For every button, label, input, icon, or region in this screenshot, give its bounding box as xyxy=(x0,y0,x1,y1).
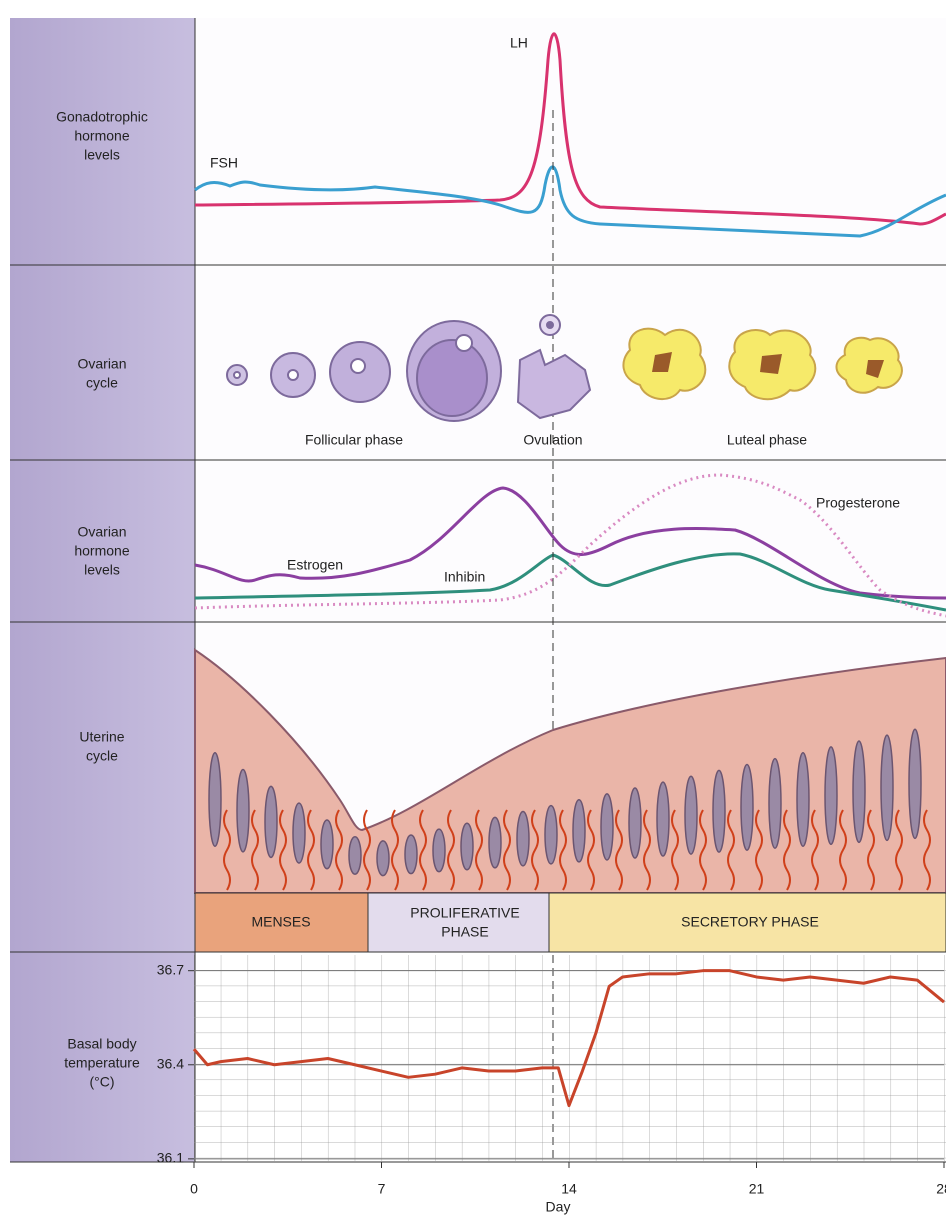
panel-label: levels xyxy=(84,147,120,163)
page: Gonadotrophic hormone levels LH FSH Ovar… xyxy=(0,0,946,1218)
panel-label: cycle xyxy=(86,375,118,391)
y-axis-label: (°C) xyxy=(89,1074,114,1090)
gland xyxy=(265,786,277,857)
corpus-luteum xyxy=(623,329,902,400)
label-column xyxy=(10,18,195,1162)
y-axis-label: temperature xyxy=(64,1055,140,1071)
panel-label: hormone xyxy=(74,128,129,144)
minor-grid xyxy=(194,955,946,1162)
x-tick-label: 21 xyxy=(749,1181,765,1197)
gland xyxy=(545,806,557,864)
phase-label: Follicular phase xyxy=(305,432,403,448)
estrogen-label: Estrogen xyxy=(287,557,343,573)
panel-label: Uterine xyxy=(79,729,124,745)
x-tick-label: 14 xyxy=(561,1181,577,1197)
phase-band-label: PROLIFERATIVE xyxy=(410,905,519,921)
figure: Gonadotrophic hormone levels LH FSH Ovar… xyxy=(0,0,946,1218)
lh-label: LH xyxy=(510,35,528,51)
gland xyxy=(377,841,389,876)
gland xyxy=(909,729,921,838)
panel-label: Ovarian xyxy=(77,524,126,540)
inhibin-label: Inhibin xyxy=(444,569,485,585)
panel-label: levels xyxy=(84,562,120,578)
x-tick-label: 7 xyxy=(378,1181,386,1197)
phase-band-label: SECRETORY PHASE xyxy=(681,914,819,930)
panel-label: cycle xyxy=(86,748,118,764)
x-tick-label: 0 xyxy=(190,1181,198,1197)
gland xyxy=(405,835,417,874)
gland xyxy=(713,770,725,852)
y-tick-label: 36.7 xyxy=(157,961,184,977)
progesterone-label: Progesterone xyxy=(816,495,900,511)
y-axis-label: Basal body xyxy=(67,1036,136,1052)
gland xyxy=(433,829,445,872)
gland xyxy=(517,812,529,866)
phase-band-label: PHASE xyxy=(441,924,488,940)
gland xyxy=(489,817,501,867)
x-axis-label: Day xyxy=(546,1199,571,1215)
gland xyxy=(237,770,249,852)
y-tick-label: 36.1 xyxy=(157,1150,184,1166)
gland xyxy=(629,788,641,858)
gland xyxy=(741,764,753,850)
gland xyxy=(685,776,697,854)
y-tick-label: 36.4 xyxy=(157,1055,184,1071)
gland xyxy=(209,753,221,847)
panel-label: hormone xyxy=(74,543,129,559)
gland xyxy=(797,753,809,847)
gland xyxy=(825,747,837,844)
panel-label: Gonadotrophic xyxy=(56,109,148,125)
gland xyxy=(573,800,585,862)
gland xyxy=(321,820,333,869)
phase-band-label: MENSES xyxy=(251,914,310,930)
gland xyxy=(293,803,305,863)
phase-label: Ovulation xyxy=(523,432,582,448)
fsh-label: FSH xyxy=(210,155,238,171)
gland xyxy=(657,782,669,856)
phase-label: Luteal phase xyxy=(727,432,807,448)
x-tick-label: 28 xyxy=(936,1181,946,1197)
gland xyxy=(601,794,613,860)
gland xyxy=(349,837,361,875)
gland xyxy=(769,759,781,849)
panel-label: Ovarian xyxy=(77,356,126,372)
gland xyxy=(853,741,865,842)
proliferative-band xyxy=(368,893,549,952)
gland xyxy=(461,823,473,869)
gland xyxy=(881,735,893,840)
